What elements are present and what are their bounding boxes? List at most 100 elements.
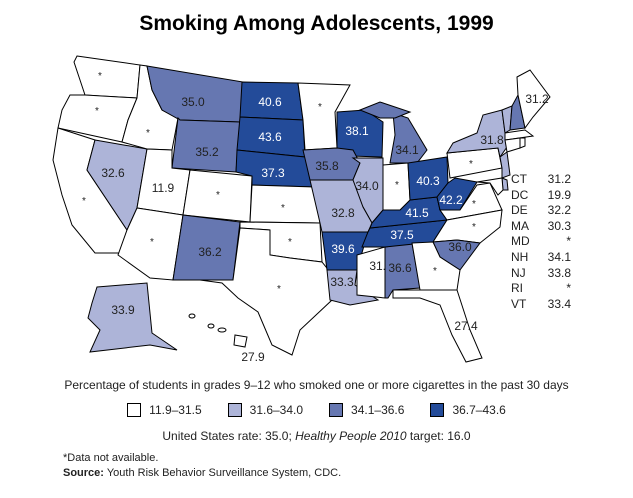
state-hi [233,334,248,348]
small-state-row: NJ 33.8 [511,266,571,282]
state-label-mi: 34.1 [395,143,419,157]
state-label-ut: 11.9 [152,181,175,195]
state-label-me: 31.2 [525,92,549,106]
us-rate-note: United States rate: 35.0; Healthy People… [0,429,633,443]
legend-label: 36.7–43.6 [452,403,506,417]
state-label-il: 34.0 [355,179,379,193]
small-state-value: 31.2 [547,172,571,186]
legend-item: 31.6–34.0 [227,403,304,417]
state-label-ny: 31.8 [480,133,504,147]
small-state-row: CT 31.2 [511,172,571,188]
small-state-value: * [566,281,571,296]
state-label-oh: 40.3 [416,174,440,188]
state-wy [171,116,241,173]
map-title: Smoking Among Adolescents, 1999 [139,12,494,35]
legend-item: 34.1–36.6 [329,403,404,417]
state-fl [392,289,483,363]
state-mi [358,101,412,119]
small-state-abbr: DE [511,203,528,218]
small-state-value: 30.3 [547,218,571,233]
small-state-abbr: CT [511,172,527,186]
state-label-ga: * [433,266,437,277]
source-note: Source: Youth Risk Behavior Surveillance… [63,466,341,481]
state-label-sd: 43.6 [258,130,282,144]
state-label-al: 36.6 [388,261,412,275]
state-ak [87,282,178,353]
legend-swatch [430,403,445,417]
small-state-value: 32.2 [547,203,571,218]
legend: 11.9–31.5 31.6–34.0 34.1–36.6 36.7–43.6 [0,403,633,417]
small-state-row: NH 34.1 [511,250,571,266]
footnotes: *Data not available. Source: Youth Risk … [63,451,341,481]
missing-data-note: *Data not available. [63,452,159,464]
legend-swatch [329,403,344,417]
legend-label: 11.9–31.5 [149,403,202,417]
state-label-ok: * [288,237,292,248]
target-text: target: 16.0 [406,429,471,443]
state-label-ak: 33.9 [111,303,135,317]
source-text: Youth Risk Behavior Surveillance System,… [103,467,342,479]
state-in [382,162,411,211]
small-state-value: * [566,234,571,249]
legend-label: 31.6–34.0 [249,403,304,417]
state-label-nv: 32.6 [101,166,125,180]
state-md [476,177,504,196]
state-label-nc: * [472,222,476,233]
small-state-abbr: RI [511,281,523,296]
small-state-row: RI * [511,281,571,297]
legend-item: 36.7–43.6 [430,403,506,417]
state-label-nm: 36.2 [198,245,222,259]
state-label-mn: * [318,102,322,113]
small-state-abbr: NJ [511,265,526,280]
state-label-az: * [150,237,154,248]
small-state-row: MD * [511,234,571,250]
legend-swatch [127,403,142,417]
small-state-abbr: VT [511,296,527,311]
legend-item: 11.9–31.5 [127,403,202,417]
state-label-in: * [395,180,399,191]
state-label-hi: 27.9 [241,350,265,364]
small-state-value: 34.1 [547,249,571,264]
small-states-table: CT 31.2 DC 19.9 DE 32.2 MA 30.3 MD * NH 34.1 NJ 33.8 R… [511,172,571,312]
small-state-value: 19.9 [547,187,571,202]
small-state-value: 33.8 [547,265,571,280]
small-state-row: DE 32.2 [511,203,571,219]
legend-label: 34.1–36.6 [351,403,405,417]
state-ct [504,137,521,153]
state-label-ks: * [281,203,285,214]
state-hi-island [207,323,215,329]
state-label-la: 33.3 [330,275,354,289]
state-label-wv: 42.2 [439,193,463,207]
state-ri [519,137,526,149]
small-state-row: DC 19.9 [511,188,571,204]
small-state-abbr: MA [511,218,529,233]
state-label-nd: 40.6 [258,95,282,109]
state-hi-island [217,327,227,333]
small-state-abbr: NH [511,249,529,264]
state-label-mt: 35.0 [181,95,205,109]
state-label-ky: 41.5 [405,206,429,220]
state-label-ar: 39.6 [331,242,355,256]
rate-text: United States rate: 35.0; [162,429,296,443]
state-label-co: * [216,190,220,201]
state-wa [73,55,141,99]
state-label-sc: 36.0 [448,240,472,254]
state-label-ca: * [82,196,86,207]
state-label-wi: 38.1 [345,124,369,138]
source-label: Source: [63,467,104,479]
small-state-abbr: MD [511,234,530,249]
small-state-abbr: DC [511,187,529,202]
state-label-wa: * [98,71,102,82]
state-label-fl: 27.4 [454,319,478,333]
state-nj [499,151,511,179]
state-label-or: * [95,106,99,117]
state-ms [356,246,386,299]
state-tx [199,227,333,356]
state-label-ia: 35.8 [315,159,339,173]
small-state-row: VT 33.4 [511,297,571,313]
state-label-wy: 35.2 [195,145,219,159]
state-label-mo: 32.8 [331,206,355,220]
state-label-id: * [146,128,150,139]
state-label-pa: * [469,159,473,170]
healthy-people-label: Healthy People 2010 [295,429,407,443]
